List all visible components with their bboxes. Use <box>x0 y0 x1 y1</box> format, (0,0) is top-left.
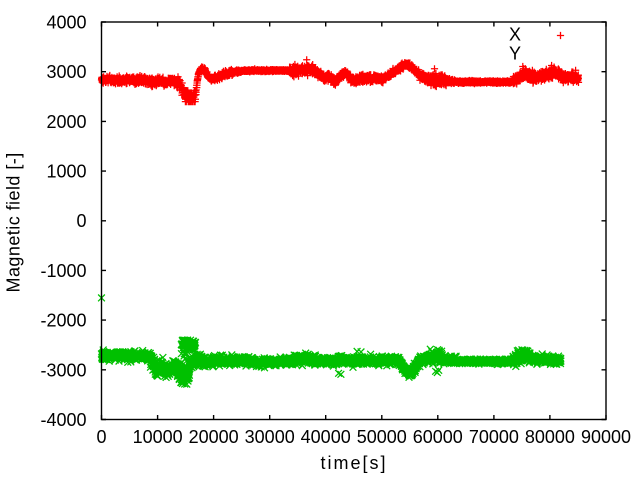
svg-text:time[s]: time[s] <box>320 453 387 473</box>
svg-text:0: 0 <box>76 211 86 231</box>
svg-text:4000: 4000 <box>46 13 86 33</box>
svg-text:X: X <box>509 24 521 44</box>
svg-text:Magnetic field [-]: Magnetic field [-] <box>4 152 24 292</box>
svg-text:80000: 80000 <box>525 427 575 447</box>
svg-text:3000: 3000 <box>46 62 86 82</box>
svg-text:30000: 30000 <box>245 427 295 447</box>
svg-text:0: 0 <box>96 427 106 447</box>
svg-text:90000: 90000 <box>581 427 631 447</box>
svg-text:-4000: -4000 <box>40 410 86 430</box>
svg-text:40000: 40000 <box>301 427 351 447</box>
svg-text:-1000: -1000 <box>40 261 86 281</box>
svg-text:20000: 20000 <box>189 427 239 447</box>
svg-text:70000: 70000 <box>469 427 519 447</box>
svg-text:50000: 50000 <box>357 427 407 447</box>
svg-text:10000: 10000 <box>133 427 183 447</box>
svg-text:Y: Y <box>509 44 521 64</box>
svg-text:-3000: -3000 <box>40 360 86 380</box>
svg-text:2000: 2000 <box>46 112 86 132</box>
svg-text:-2000: -2000 <box>40 311 86 331</box>
svg-text:1000: 1000 <box>46 162 86 182</box>
svg-text:60000: 60000 <box>413 427 463 447</box>
